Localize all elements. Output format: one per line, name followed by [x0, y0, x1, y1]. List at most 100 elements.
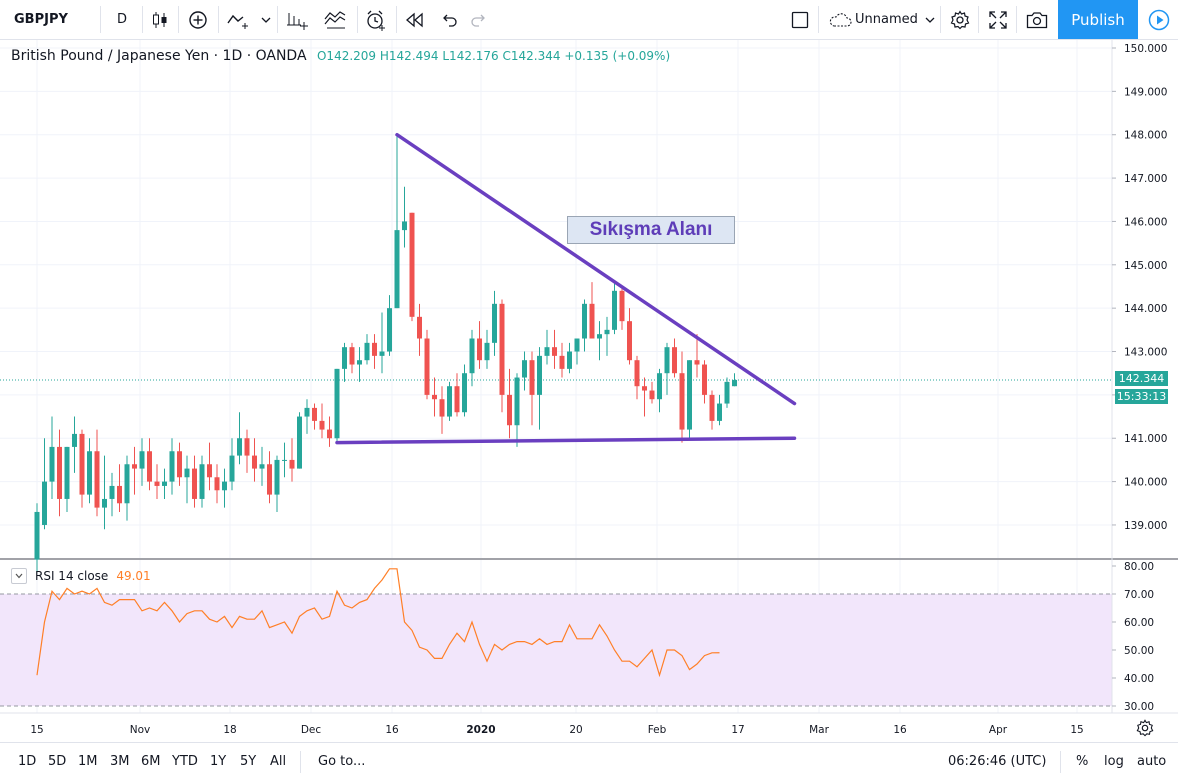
candle-body	[274, 459, 280, 495]
candle-body	[169, 451, 175, 482]
candle-body	[387, 308, 392, 352]
collapse-toggle-icon[interactable]	[11, 568, 27, 584]
time-axis-label: Apr	[989, 724, 1008, 736]
candle-body	[177, 451, 182, 478]
time-axis-label: 18	[223, 724, 236, 736]
layout-name[interactable]: Unnamed	[855, 12, 918, 27]
range-all[interactable]: All	[270, 754, 287, 769]
candle-body	[42, 481, 47, 525]
candle-body	[687, 360, 692, 430]
price-axis-label: 140.000	[1124, 477, 1167, 489]
candle-body	[117, 485, 122, 504]
instrument-title: British Pound / Japanese Yen · 1D · OAND…	[11, 48, 307, 64]
time-axis: 15 Nov 18 Dec 16 2020 20 Feb 17 Mar 16 Apr 15	[30, 724, 1083, 736]
candle-body	[184, 468, 190, 478]
log-scale-toggle[interactable]: log	[1104, 754, 1124, 769]
chevron-down-icon[interactable]	[259, 0, 273, 39]
ohlc-change: +0.135 (+0.09%)	[564, 49, 671, 63]
time-axis-label: Nov	[130, 724, 151, 736]
alert-icon[interactable]	[364, 0, 388, 39]
time-axis-label: Mar	[809, 724, 829, 736]
bottom-divider	[300, 751, 301, 773]
ohlc-close: C142.344	[502, 49, 561, 63]
squeeze-zone-annotation[interactable]: Sıkışma Alanı	[567, 216, 735, 244]
redo-icon[interactable]	[468, 0, 488, 39]
candle-body	[342, 347, 347, 369]
gear-icon[interactable]	[948, 0, 972, 39]
goto-date-button[interactable]: Go to...	[318, 754, 366, 769]
camera-icon[interactable]	[1025, 0, 1049, 39]
candle-body	[64, 446, 70, 499]
candle-body	[709, 394, 715, 421]
candle-body	[439, 399, 445, 417]
candle-body	[507, 394, 512, 426]
undo-icon[interactable]	[440, 0, 460, 39]
candle-body	[589, 303, 595, 339]
percent-scale-toggle[interactable]: %	[1076, 754, 1089, 769]
play-icon[interactable]	[1139, 0, 1178, 39]
range-1m[interactable]: 1M	[78, 754, 98, 769]
toolbar-divider	[396, 6, 397, 33]
price-axis-label: 147.000	[1124, 173, 1167, 185]
indicators-icon[interactable]	[226, 0, 252, 39]
candle-body	[574, 338, 580, 352]
candle-body	[552, 347, 557, 356]
candle-body	[139, 451, 145, 469]
ohlc-high: H142.494	[379, 49, 439, 63]
candle-body	[102, 498, 107, 508]
symbol-search[interactable]: GBPJPY	[14, 12, 68, 27]
fullscreen-icon[interactable]	[987, 0, 1009, 39]
candle-body	[484, 342, 490, 361]
chevron-down-icon[interactable]	[924, 0, 936, 39]
candle-body	[657, 373, 662, 400]
chart-area[interactable]: 139.000140.000141.000142.000143.000144.0…	[0, 40, 1178, 740]
candle-body	[454, 386, 460, 413]
range-5y[interactable]: 5Y	[240, 754, 257, 769]
range-1d[interactable]: 1D	[18, 754, 37, 769]
candle-body	[304, 407, 310, 417]
price-axis-label: 146.000	[1124, 216, 1167, 228]
publish-button[interactable]: Publish	[1058, 0, 1138, 39]
auto-scale-toggle[interactable]: auto	[1137, 754, 1167, 769]
utc-clock[interactable]: 06:26:46 (UTC)	[948, 754, 1047, 769]
square-icon[interactable]	[790, 0, 810, 39]
rsi-axis: 30.00 40.00 50.00 60.00 70.00 80.00	[1112, 561, 1154, 713]
price-axis-label: 141.000	[1124, 433, 1167, 445]
candle-body	[214, 477, 220, 491]
range-3m[interactable]: 3M	[110, 754, 130, 769]
price-axis-label: 149.000	[1124, 86, 1167, 98]
trendline-lower	[335, 436, 797, 445]
candle-body	[672, 347, 677, 374]
candle-body	[664, 347, 670, 374]
candle-body	[229, 455, 235, 482]
candle-body	[634, 360, 640, 387]
chart-settings-gear-icon[interactable]	[1134, 717, 1156, 739]
range-5d[interactable]: 5D	[48, 754, 67, 769]
candles-icon[interactable]	[150, 0, 170, 39]
add-circle-icon[interactable]	[186, 0, 210, 39]
candle-body	[49, 446, 55, 482]
rsi-value: 49.01	[116, 569, 151, 583]
range-ytd[interactable]: YTD	[172, 754, 198, 769]
interval-button[interactable]: D	[116, 12, 127, 27]
toolbar-divider	[978, 6, 979, 33]
top-toolbar: GBPJPY D Unnamed	[0, 0, 1178, 40]
chart-canvas[interactable]: 139.000140.000141.000142.000143.000144.0…	[0, 40, 1178, 740]
rsi-axis-label: 80.00	[1124, 561, 1154, 573]
toolbar-divider	[100, 6, 101, 33]
candle-body	[147, 451, 152, 482]
candle-body	[612, 290, 617, 330]
templates-icon[interactable]	[323, 0, 349, 39]
range-1y[interactable]: 1Y	[210, 754, 227, 769]
compare-icon[interactable]	[285, 0, 309, 39]
candle-body	[559, 355, 565, 369]
toolbar-divider	[357, 6, 358, 33]
replay-icon[interactable]	[404, 0, 426, 39]
range-6m[interactable]: 6M	[141, 754, 161, 769]
candle-body	[642, 386, 647, 391]
candle-body	[394, 230, 400, 309]
candle-body	[34, 511, 40, 560]
candle-body	[199, 464, 205, 499]
candle-body	[724, 381, 730, 404]
candle-body	[154, 481, 160, 486]
